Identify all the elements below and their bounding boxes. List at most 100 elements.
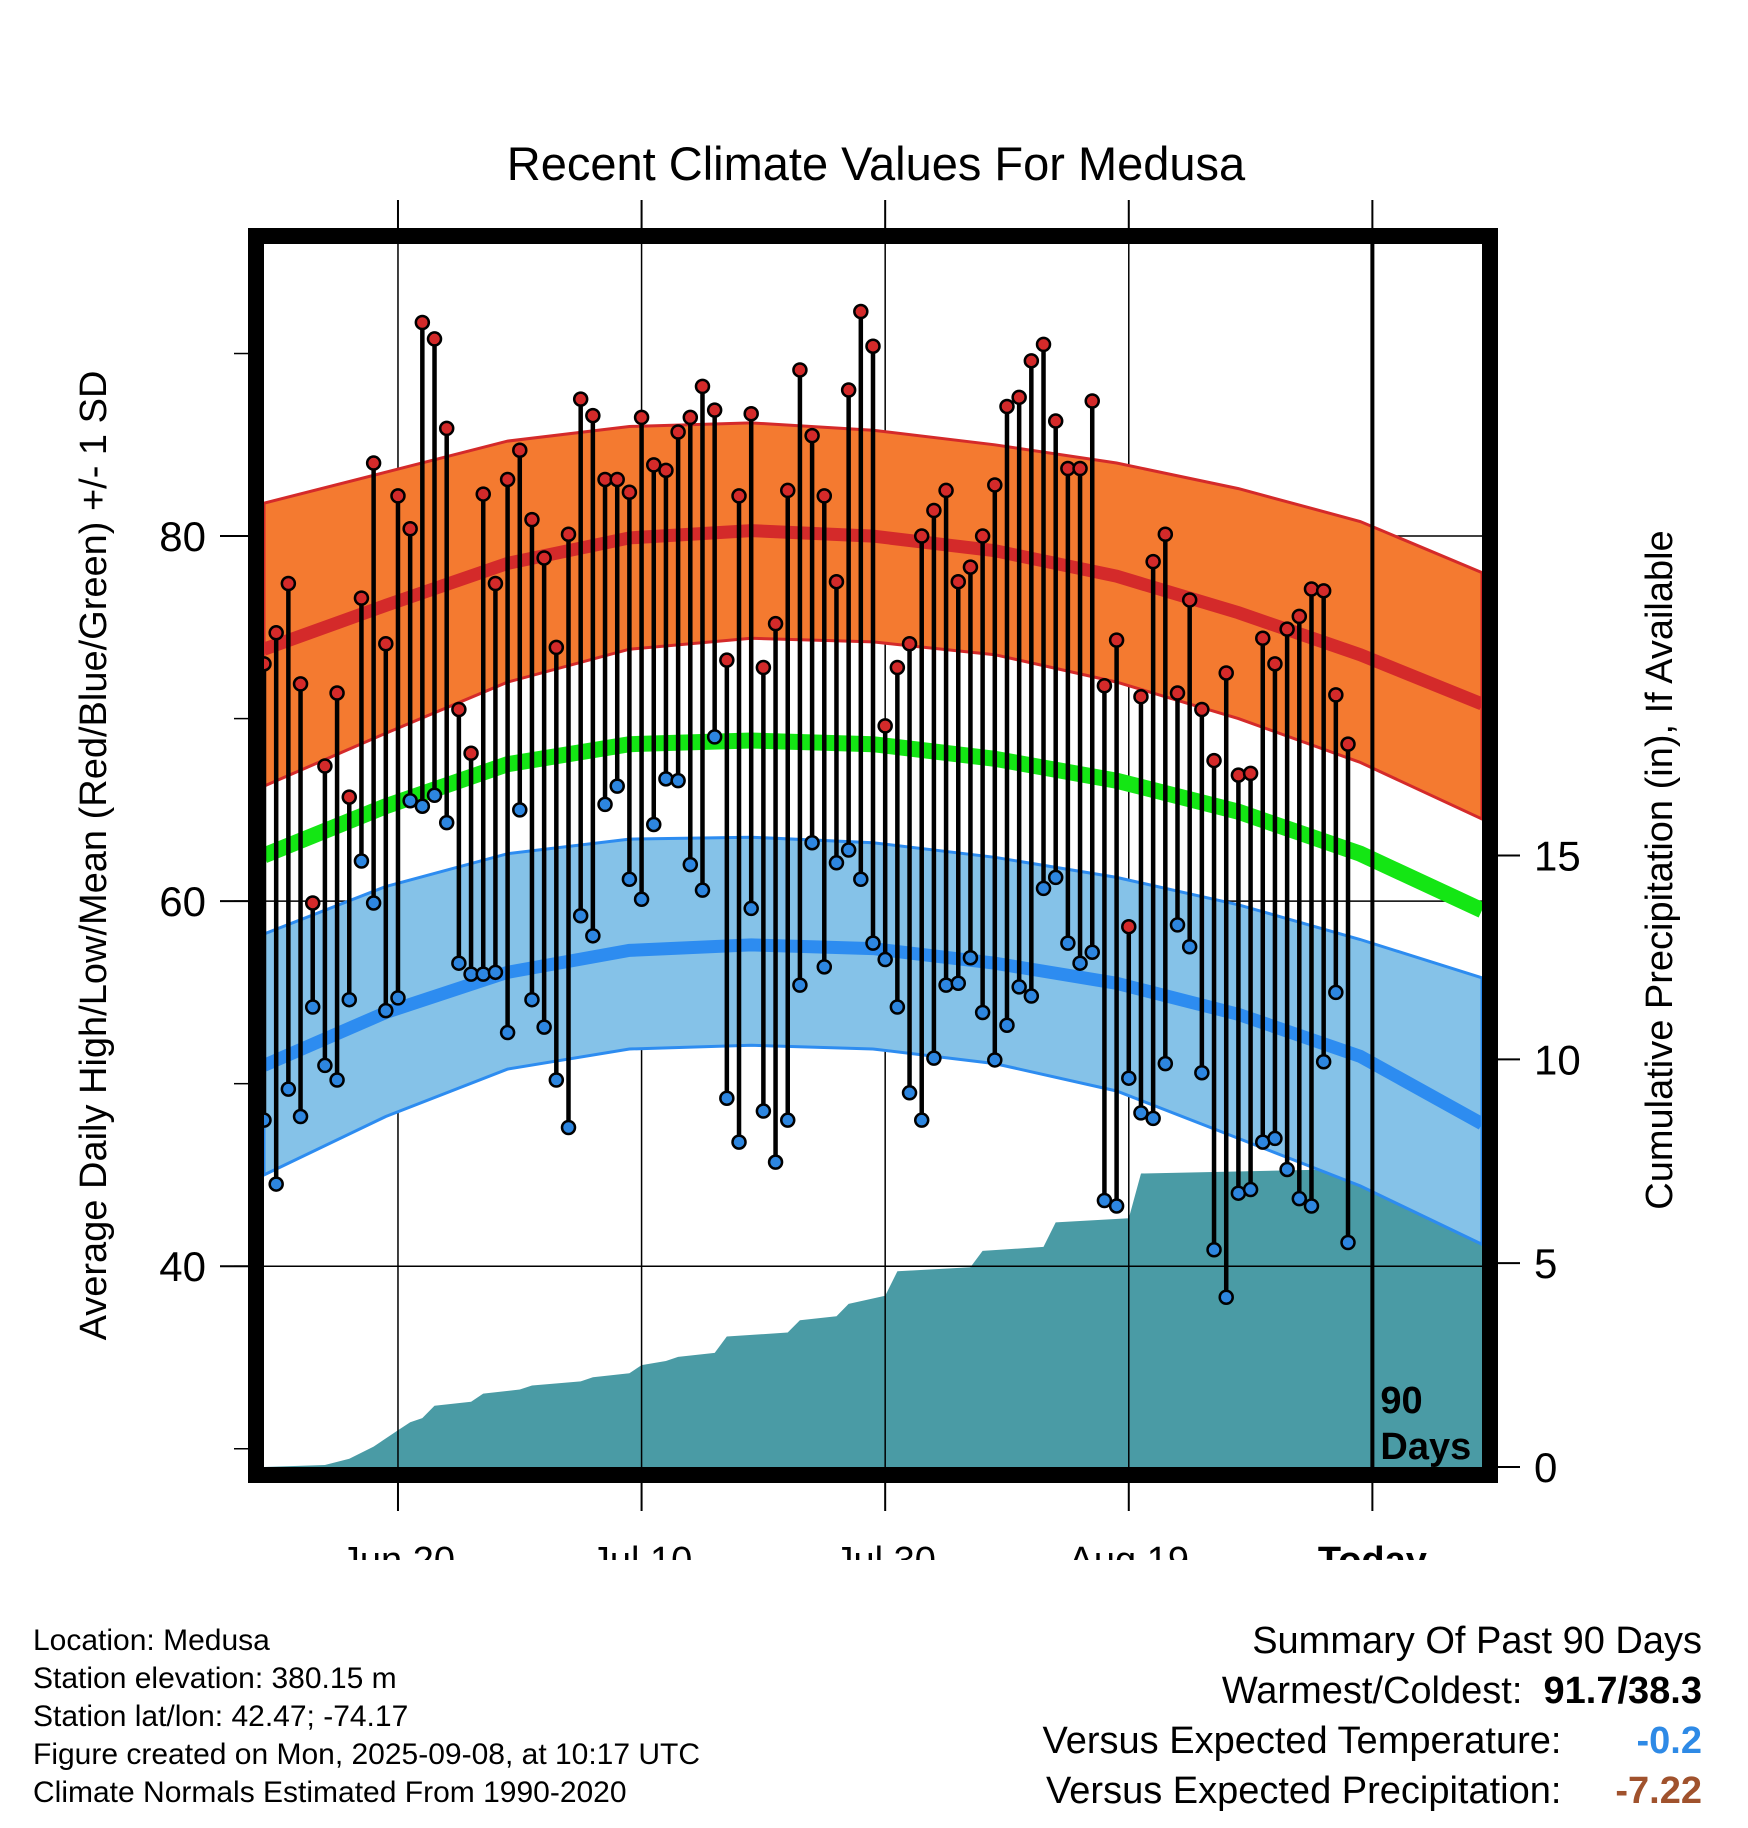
daily-low-point xyxy=(719,1090,735,1107)
daily-high-point xyxy=(694,378,711,395)
daily-low-point xyxy=(767,1154,784,1170)
daily-low-point xyxy=(1242,1181,1259,1198)
daily-low-point xyxy=(999,1017,1015,1034)
daily-low-point xyxy=(1169,917,1186,933)
daily-high-point xyxy=(1072,460,1088,477)
daily-high-point xyxy=(512,442,528,459)
daily-low-point xyxy=(865,935,881,951)
summary-precip-label: Versus Expected Precipitation: xyxy=(1046,1770,1562,1812)
info-latlon: Station lat/lon: 42.47; -74.17 xyxy=(33,1700,409,1733)
daily-high-point xyxy=(1303,581,1320,597)
daily-low-point xyxy=(1194,1064,1210,1081)
daily-high-point xyxy=(487,575,504,592)
daily-low-point xyxy=(816,959,833,975)
y-tick-label: 40 xyxy=(159,1243,206,1290)
daily-low-point xyxy=(646,816,662,833)
daily-low-point xyxy=(1121,1070,1137,1086)
daily-low-point xyxy=(487,964,504,981)
daily-high-point xyxy=(1145,553,1161,570)
daily-low-point xyxy=(1133,1105,1149,1121)
x-tick-label: Aug 19 xyxy=(1069,1540,1189,1560)
daily-low-point xyxy=(353,853,370,869)
y2-tick-label: 0 xyxy=(1534,1444,1557,1491)
daily-high-point xyxy=(1315,583,1332,599)
daily-high-point xyxy=(1218,665,1234,681)
daily-low-point xyxy=(962,949,979,966)
daily-low-point xyxy=(390,990,406,1006)
daily-high-point xyxy=(499,471,516,488)
daily-low-point xyxy=(264,1112,272,1128)
daily-high-point xyxy=(548,639,565,656)
daily-low-point xyxy=(828,855,845,871)
daily-high-point xyxy=(1242,765,1259,782)
daily-high-point xyxy=(609,471,625,488)
daily-low-point xyxy=(1315,1054,1332,1070)
summary-warm-cold-value: 91.7/38.3 xyxy=(1543,1670,1702,1712)
daily-high-point xyxy=(767,615,784,632)
daily-high-point xyxy=(1169,685,1186,701)
daily-low-point xyxy=(572,907,589,924)
daily-high-point xyxy=(1084,393,1100,409)
daily-high-point xyxy=(402,521,418,537)
daily-high-point xyxy=(1279,621,1295,637)
daily-low-point xyxy=(402,792,418,809)
daily-high-point xyxy=(1011,389,1027,406)
daily-high-point xyxy=(877,718,893,734)
daily-high-point xyxy=(926,502,942,519)
summary-precip-value: -7.22 xyxy=(1615,1770,1702,1812)
y2-tick-label: 10 xyxy=(1534,1036,1581,1083)
daily-low-point xyxy=(1328,984,1344,1001)
daily-high-point xyxy=(987,477,1003,493)
daily-high-point xyxy=(264,656,272,672)
daily-high-point xyxy=(329,685,345,701)
daily-low-point xyxy=(304,999,321,1015)
daily-high-point xyxy=(560,526,577,542)
summary-title: Summary Of Past 90 Days xyxy=(1252,1620,1702,1662)
daily-high-point xyxy=(475,486,491,502)
plot-area: 40 60 80 0 5 10 15 Jun 20 Jul 10 Jul 30 Aug 19 Toda… xyxy=(73,200,1681,1560)
daily-low-point xyxy=(1023,988,1040,1004)
daily-high-point xyxy=(524,511,540,528)
today-marker-label: Days xyxy=(1380,1426,1471,1468)
climate-chart: Recent Climate Values For Medusa 40 60 80 0… xyxy=(73,137,1681,1560)
daily-high-point xyxy=(365,455,382,471)
daily-low-point xyxy=(974,1004,991,1021)
x-tick-label: Today xyxy=(1318,1540,1427,1560)
daily-low-point xyxy=(1011,979,1027,995)
daily-high-point xyxy=(999,398,1015,415)
daily-low-point xyxy=(280,1081,297,1097)
daily-high-point xyxy=(1121,918,1137,935)
daily-high-point xyxy=(670,424,686,440)
daily-high-point xyxy=(317,758,333,774)
daily-high-point xyxy=(755,659,772,676)
daily-high-point xyxy=(268,625,284,641)
daily-high-point xyxy=(572,391,589,407)
y-tick-label: 60 xyxy=(159,878,206,925)
daily-high-point xyxy=(743,406,759,422)
daily-low-point xyxy=(292,1108,309,1125)
daily-high-point xyxy=(438,420,455,437)
daily-low-point xyxy=(1291,1190,1308,1207)
summary-temp-row: Versus Expected Temperature: -0.2 xyxy=(1043,1720,1702,1763)
daily-low-point xyxy=(475,966,491,982)
daily-low-point xyxy=(840,842,857,858)
daily-low-point xyxy=(633,891,650,908)
today-marker-label: 90 xyxy=(1380,1380,1422,1422)
daily-low-point xyxy=(1218,1289,1234,1305)
daily-high-point xyxy=(792,362,808,378)
daily-high-point xyxy=(889,659,906,676)
precipitation-area xyxy=(264,1161,1482,1467)
daily-high-point xyxy=(731,488,747,504)
daily-high-point xyxy=(1267,656,1283,672)
info-normals: Climate Normals Estimated From 1990-2020 xyxy=(33,1776,627,1809)
daily-high-point xyxy=(1291,608,1308,625)
daily-low-point xyxy=(938,977,954,993)
x-tick-label: Jul 10 xyxy=(591,1540,692,1560)
daily-low-point xyxy=(548,1072,565,1088)
x-tick-label: Jul 30 xyxy=(834,1540,935,1560)
y-axis-label: Average Daily High/Low/Mean (Red/Blue/Gr… xyxy=(73,371,115,1341)
daily-low-point xyxy=(877,951,893,968)
daily-low-point xyxy=(378,1002,394,1019)
daily-low-point xyxy=(804,834,820,851)
daily-high-point xyxy=(950,573,967,590)
